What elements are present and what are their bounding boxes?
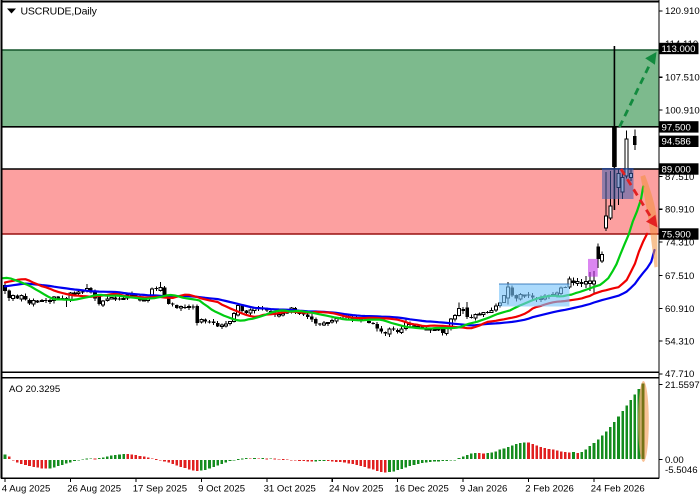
svg-text:0.00: 0.00 [665, 455, 684, 466]
svg-text:94.586: 94.586 [662, 137, 691, 148]
svg-text:2 Feb 2026: 2 Feb 2026 [525, 484, 574, 495]
svg-text:74.310: 74.310 [665, 237, 694, 248]
svg-text:80.910: 80.910 [665, 205, 694, 216]
svg-text:24 Nov 2025: 24 Nov 2025 [329, 484, 383, 495]
svg-text:107.510: 107.510 [665, 73, 700, 84]
svg-text:87.510: 87.510 [665, 172, 694, 183]
svg-text:9 Oct 2025: 9 Oct 2025 [198, 484, 245, 495]
svg-text:120.910: 120.910 [665, 6, 700, 17]
svg-text:89.000: 89.000 [662, 164, 691, 175]
svg-text:9 Jan 2026: 9 Jan 2026 [460, 484, 507, 495]
svg-text:21.5597: 21.5597 [665, 380, 700, 391]
svg-text:67.510: 67.510 [665, 271, 694, 282]
svg-text:16 Dec 2025: 16 Dec 2025 [394, 484, 448, 495]
svg-text:17 Sep 2025: 17 Sep 2025 [133, 484, 187, 495]
svg-text:97.500: 97.500 [662, 122, 691, 133]
svg-text:113.000: 113.000 [662, 44, 696, 55]
svg-text:31 Oct 2025: 31 Oct 2025 [264, 484, 316, 495]
svg-text:60.910: 60.910 [665, 304, 694, 315]
svg-text:AO 20.3295: AO 20.3295 [9, 384, 60, 395]
svg-text:26 Aug 2025: 26 Aug 2025 [67, 484, 121, 495]
svg-text:USCRUDE,Daily: USCRUDE,Daily [21, 6, 98, 18]
svg-text:54.310: 54.310 [665, 337, 694, 348]
svg-text:100.910: 100.910 [665, 105, 700, 116]
svg-text:4 Aug 2025: 4 Aug 2025 [2, 484, 51, 495]
svg-text:24 Feb 2026: 24 Feb 2026 [591, 484, 645, 495]
svg-text:47.710: 47.710 [665, 369, 694, 380]
svg-text:-5.5046: -5.5046 [665, 465, 698, 476]
svg-text:75.900: 75.900 [662, 229, 691, 240]
